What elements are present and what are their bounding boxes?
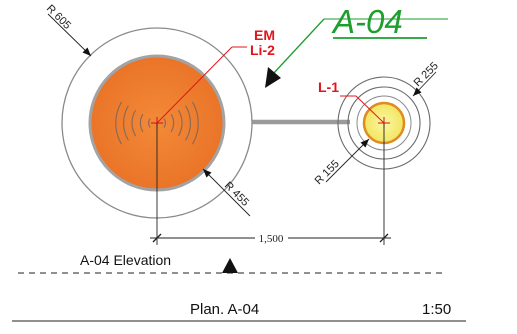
large-inner-radius-label: R 455 [222, 180, 251, 209]
large-fixture: EM Li-2 R 605 R 455 [44, 3, 275, 219]
large-outer-radius-leader [47, 13, 92, 57]
small-inner-radius-label: R 155 [313, 158, 342, 187]
plan-scale: 1:50 [422, 301, 451, 318]
title-block: Plan. A-04 1:50 [12, 301, 466, 322]
section-callout-leader [272, 18, 325, 75]
large-inner-radius-leader [202, 168, 251, 217]
small-fixture-tag-leader [340, 95, 385, 124]
section-callout-arrow-icon [265, 67, 281, 88]
dimension-tick-right [379, 233, 389, 243]
small-fixture-tag: L-1 [318, 79, 339, 95]
small-inner-radius-leader [325, 138, 370, 183]
large-outer-radius-label: R 605 [44, 3, 73, 32]
dimension-tick-left [152, 233, 162, 243]
section-marker-label: A-04 Elevation [80, 252, 171, 268]
section-marker-triangle-icon [222, 258, 238, 273]
small-outer-radius-label: R 255 [412, 60, 441, 89]
dimension-label: 1,500 [259, 233, 284, 245]
plan-title: Plan. A-04 [190, 301, 259, 318]
section-callout-text: A-04 [331, 3, 403, 40]
section-callout: A-04 [265, 3, 448, 88]
large-fixture-tag-secondary: Li-2 [250, 42, 275, 58]
small-outer-radius-leader [412, 71, 437, 97]
dimension-line: 1,500 [150, 123, 391, 245]
large-fixture-tag-leader [156, 46, 247, 124]
large-fixture-tag-primary: EM [254, 27, 275, 43]
large-fixture-emission-arcs-icon [115, 101, 199, 145]
section-marker: A-04 Elevation [18, 252, 444, 274]
